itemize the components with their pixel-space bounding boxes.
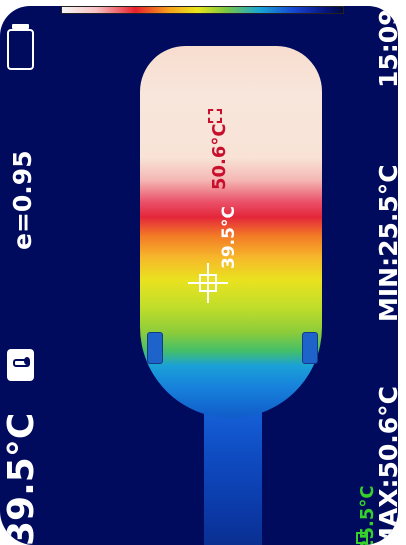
crosshair-icon [188,263,228,303]
emissivity-label[interactable]: e=0.95 [8,150,37,250]
crosshair-box [199,274,217,292]
status-time: 15:09 [374,8,398,88]
hot-spot-box [208,109,222,123]
min-temperature-readout: MIN:25.5°C [374,164,398,322]
hot-spot-temperature-label: 50.6°C [209,123,230,190]
center-spot-temperature-label: 39.5°C [219,206,239,269]
thermal-subject [140,46,322,418]
center-temperature-readout: 39.5°C [1,412,42,545]
thermal-viewfinder: e=0.95 39.5°C 15:09 MIN:25.5°C MAX:50.6°… [0,6,398,545]
subject-left-clip [147,332,163,364]
crosshair-vertical [207,263,209,303]
cold-spot-marker-icon [356,532,368,544]
color-palette-bar [62,6,344,13]
subject-right-clip [302,332,318,364]
battery-icon [7,24,34,70]
palette-bar-frame [61,6,344,14]
thermometer-icon[interactable] [7,349,34,381]
hot-spot-marker-icon [208,109,222,123]
device-stand [204,412,262,545]
